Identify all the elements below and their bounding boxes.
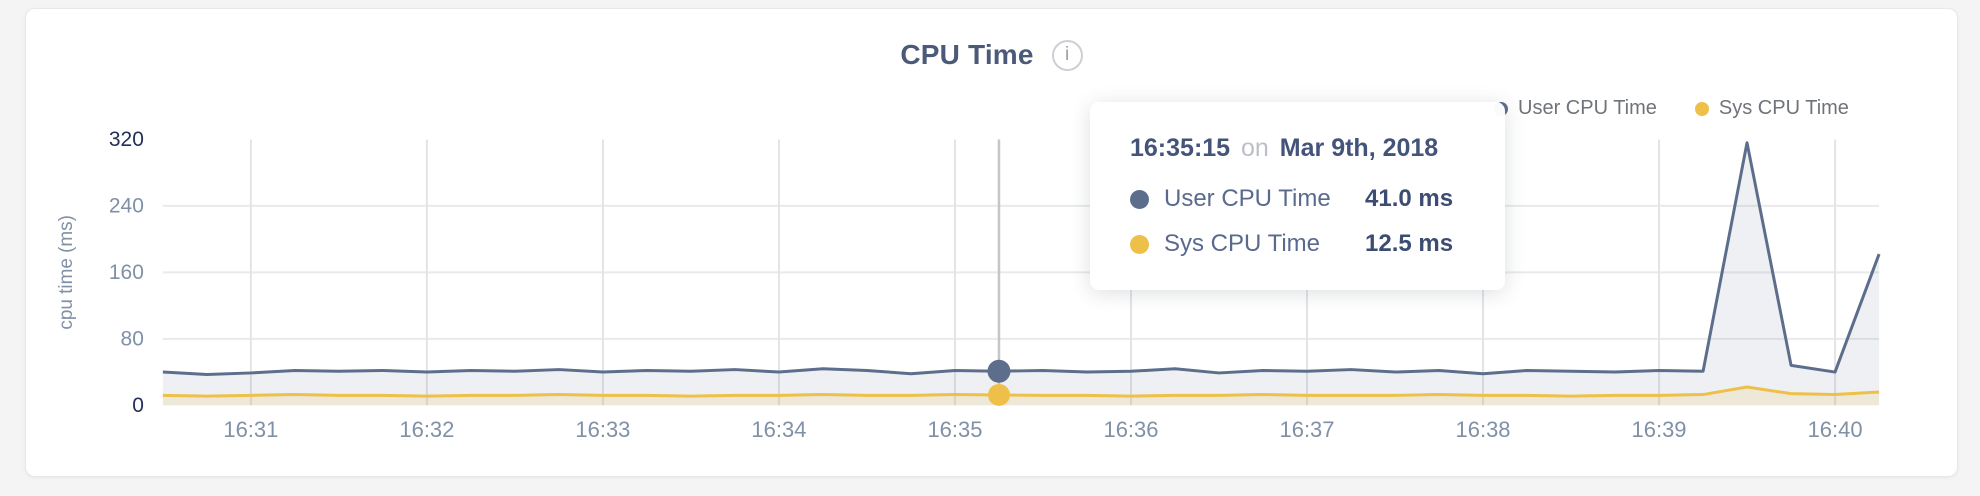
y-axis-tick-label: 0 xyxy=(132,394,144,417)
x-axis-tick-label: 16:32 xyxy=(399,417,454,442)
tooltip-series-dot-icon xyxy=(1130,189,1149,209)
sys-hover-marker-icon xyxy=(987,383,1010,406)
tooltip-conjunction: on xyxy=(1241,134,1269,162)
x-axis-tick-label: 16:39 xyxy=(1632,417,1687,442)
chart-title: CPU Time xyxy=(900,39,1034,70)
y-axis-title: cpu time (ms) xyxy=(56,215,77,330)
legend-item-sys-cpu-time[interactable]: Sys CPU Time xyxy=(1694,97,1849,120)
x-axis-tick-label: 16:36 xyxy=(1103,417,1158,442)
x-axis-tick-label: 16:33 xyxy=(575,417,630,442)
tooltip-header: 16:35:15 on Mar 9th, 2018 xyxy=(1130,134,1475,163)
sys-cpu-line xyxy=(162,385,1880,398)
chart-canvas[interactable]: 0 80 160 240 320 16:31 16:32 16:33 16:34 16:35 16:… xyxy=(26,9,1957,476)
user-cpu-area xyxy=(162,142,1880,406)
x-axis-tick-label: 16:38 xyxy=(1456,417,1511,442)
y-axis-tick-label: 320 xyxy=(109,128,144,151)
tooltip-series-value: 12.5 ms xyxy=(1365,230,1454,257)
user-cpu-line xyxy=(162,141,1881,377)
legend-label: User CPU Time xyxy=(1518,97,1657,119)
chart-tooltip: 16:35:15 on Mar 9th, 2018 User CPU Time 4… xyxy=(1090,102,1505,290)
user-hover-marker-icon xyxy=(987,359,1011,383)
x-axis-tick-label: 16:34 xyxy=(751,417,806,442)
tooltip-series-value: 41.0 ms xyxy=(1365,185,1454,212)
x-axis-tick-label: 16:35 xyxy=(927,417,982,442)
tooltip-rows: User CPU Time 41.0 ms Sys CPU Time 12.5 ms xyxy=(1130,185,1475,258)
tooltip-series-label: User CPU Time xyxy=(1164,185,1331,212)
legend-label: Sys CPU Time xyxy=(1718,97,1849,119)
y-axis-tick-label: 160 xyxy=(109,261,144,284)
chart-card: CPU Time i User CPU Time Sys CPU Time 0 80… xyxy=(25,8,1958,477)
tooltip-time: 16:35:15 xyxy=(1130,134,1231,162)
tooltip-series-label: Sys CPU Time xyxy=(1164,230,1321,257)
chart-header: CPU Time i xyxy=(26,39,1957,71)
x-axis-tick-label: 16:31 xyxy=(223,417,278,442)
x-axis-tick-label: 16:40 xyxy=(1808,417,1863,442)
y-axis-tick-label: 80 xyxy=(121,327,144,350)
y-axis-tick-label: 240 xyxy=(109,194,144,217)
tooltip-date: Mar 9th, 2018 xyxy=(1279,134,1439,162)
legend-swatch-icon xyxy=(1694,101,1709,116)
tooltip-series-dot-icon xyxy=(1130,234,1149,254)
info-icon[interactable]: i xyxy=(1051,39,1083,71)
x-axis-tick-label: 16:37 xyxy=(1280,417,1335,442)
